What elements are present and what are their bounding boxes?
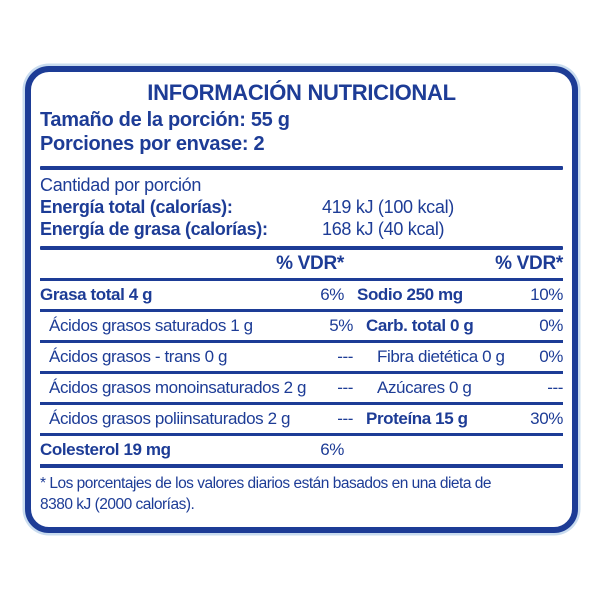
nutrient-fiber: Fibra dietética 0 g [377, 347, 505, 366]
pct-trans-fat: --- [337, 347, 353, 366]
footnote-line-1: * Los porcentajes de los valores diarios… [40, 475, 492, 492]
table-row-fat-sodium: Grasa total 4 g 6% Sodio 250 mg 10% [40, 281, 563, 312]
energy-total-value: 419 kJ (100 kcal) [322, 197, 454, 217]
pct-polyunsaturated-fat: --- [337, 409, 353, 428]
nutrient-cholesterol: Colesterol 19 mg [40, 440, 171, 459]
nutrient-protein: Proteína 15 g [366, 409, 468, 428]
daily-value-header-row: % VDR* % VDR* [40, 250, 563, 281]
table-row-trans-fiber: Ácidos grasos - trans 0 g --- Fibra diet… [40, 343, 563, 374]
amount-per-serving-heading: Cantidad por porción [40, 175, 202, 195]
pct-total-fat: 6% [320, 285, 344, 304]
serving-info: Tamaño de la porción: 55 g Porciones por… [40, 108, 563, 156]
pct-sodium: 10% [530, 285, 563, 304]
pct-fiber: 0% [539, 347, 563, 366]
nutrient-sugars: Azúcares 0 g [377, 378, 472, 397]
label-title: INFORMACIÓN NUTRICIONAL [147, 80, 456, 105]
vdr-header-right: % VDR* [495, 253, 563, 274]
table-row-mono-sugars: Ácidos grasos monoinsaturados 2 g --- Az… [40, 374, 563, 405]
pct-monounsaturated-fat: --- [337, 378, 353, 397]
energy-total-row: Energía total (calorías): 419 kJ (100 kc… [40, 196, 563, 218]
energy-fat-label: Energía de grasa (calorías): [40, 219, 268, 239]
nutrient-saturated-fat: Ácidos grasos saturados 1 g [49, 316, 253, 335]
nutrient-trans-fat: Ácidos grasos - trans 0 g [49, 347, 228, 366]
energy-total-label: Energía total (calorías): [40, 197, 233, 217]
pct-saturated-fat: 5% [329, 316, 353, 335]
table-row-cholesterol: Colesterol 19 mg 6% [40, 436, 563, 468]
nutrient-sodium: Sodio 250 mg [357, 285, 463, 304]
daily-value-footnote: * Los porcentajes de los valores diarios… [40, 473, 563, 515]
servings-per-package: Porciones por envase: 2 [40, 133, 265, 155]
table-row-poly-protein: Ácidos grasos poliinsaturados 2 g --- Pr… [40, 405, 563, 436]
nutrient-monounsaturated-fat: Ácidos grasos monoinsaturados 2 g [49, 378, 307, 397]
serving-size: Tamaño de la porción: 55 g [40, 109, 290, 131]
pct-sugars: --- [547, 378, 563, 397]
table-row-saturated-carb: Ácidos grasos saturados 1 g 5% Carb. tot… [40, 312, 563, 343]
energy-fat-row: Energía de grasa (calorías): 168 kJ (40 … [40, 218, 563, 240]
energy-section: Cantidad por porción Energía total (calo… [40, 174, 563, 240]
pct-cholesterol: 6% [320, 440, 344, 459]
pct-total-carb: 0% [539, 316, 563, 335]
divider-thick [40, 166, 563, 170]
vdr-header-left: % VDR* [276, 253, 344, 274]
nutrient-total-carb: Carb. total 0 g [366, 316, 474, 335]
nutrient-total-fat: Grasa total 4 g [40, 285, 153, 304]
nutrient-polyunsaturated-fat: Ácidos grasos poliinsaturados 2 g [49, 409, 291, 428]
energy-fat-value: 168 kJ (40 kcal) [322, 219, 445, 239]
nutrition-label: INFORMACIÓN NUTRICIONAL Tamaño de la por… [25, 66, 578, 533]
divider-thick [40, 246, 563, 250]
footnote-line-2: 8380 kJ (2000 calorías). [40, 496, 195, 513]
pct-protein: 30% [530, 409, 563, 428]
